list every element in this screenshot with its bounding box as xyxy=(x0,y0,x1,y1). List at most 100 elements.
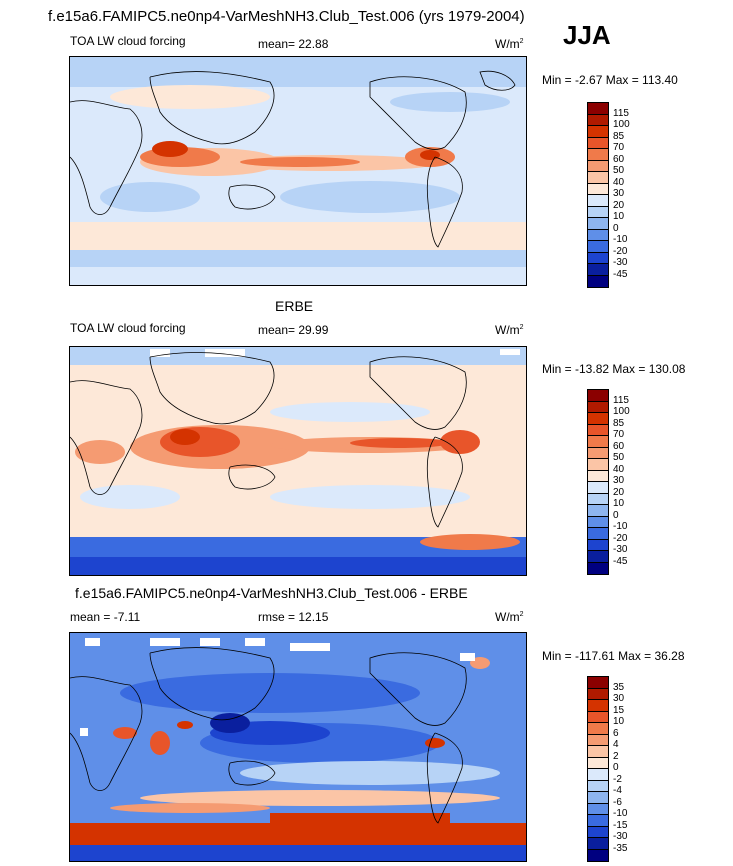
colorbar-box xyxy=(588,769,608,781)
panel2-variable: TOA LW cloud forcing xyxy=(70,321,186,335)
panel2-minmax: Min = -13.82 Max = 130.08 xyxy=(542,362,686,376)
colorbar-label: 20 xyxy=(613,486,625,498)
colorbar-box xyxy=(588,539,608,551)
colorbar-box xyxy=(588,436,608,448)
colorbar-box xyxy=(588,447,608,459)
colorbar-box xyxy=(588,711,608,723)
colorbar-box xyxy=(588,838,608,850)
colorbar-box xyxy=(588,780,608,792)
colorbar-box xyxy=(588,172,608,184)
panel3-colorbar xyxy=(587,676,609,862)
colorbar-label: 70 xyxy=(613,142,625,153)
colorbar-box xyxy=(588,241,608,253)
colorbar-label: 10 xyxy=(613,211,625,222)
colorbar-label: -35 xyxy=(613,842,628,854)
colorbar-label: -45 xyxy=(613,268,628,280)
colorbar-label: 60 xyxy=(613,153,625,165)
colorbar-box xyxy=(588,849,608,861)
colorbar-box xyxy=(588,493,608,505)
colorbar-box xyxy=(588,195,608,207)
panel3-title: f.e15a6.FAMIPC5.ne0np4-VarMeshNH3.Club_T… xyxy=(75,585,468,601)
colorbar-label: -6 xyxy=(613,796,622,808)
colorbar-label: 85 xyxy=(613,130,625,142)
panel3-rmse: rmse = 12.15 xyxy=(258,610,329,624)
colorbar-box xyxy=(588,723,608,735)
panel2-colorbar xyxy=(587,389,609,575)
colorbar-label: 20 xyxy=(613,199,625,211)
colorbar-box xyxy=(588,229,608,241)
colorbar-box xyxy=(588,206,608,218)
colorbar-box xyxy=(588,551,608,563)
colorbar-label: 85 xyxy=(613,417,625,429)
colorbar-label: 115 xyxy=(613,394,629,406)
colorbar-box xyxy=(588,562,608,574)
colorbar-box xyxy=(588,252,608,264)
colorbar-label: -10 xyxy=(613,808,628,819)
colorbar-label: 30 xyxy=(613,475,625,486)
panel1-map xyxy=(69,56,527,286)
colorbar-box xyxy=(588,160,608,172)
panel3-minmax: Min = -117.61 Max = 36.28 xyxy=(542,649,685,663)
colorbar-label: -30 xyxy=(613,831,628,842)
panel1-variable: TOA LW cloud forcing xyxy=(70,34,186,48)
colorbar-label: -30 xyxy=(613,544,628,555)
colorbar-label: 6 xyxy=(613,727,619,739)
colorbar-label: -20 xyxy=(613,532,628,544)
colorbar-label: 50 xyxy=(613,452,625,463)
colorbar-label: -20 xyxy=(613,245,628,257)
main-title: f.e15a6.FAMIPC5.ne0np4-VarMeshNH3.Club_T… xyxy=(48,8,525,25)
colorbar-label: 40 xyxy=(613,176,625,188)
colorbar-label: 35 xyxy=(613,681,625,693)
colorbar-box xyxy=(588,826,608,838)
colorbar-label: -2 xyxy=(613,773,622,785)
colorbar-label: -15 xyxy=(613,819,628,831)
colorbar-label: 30 xyxy=(613,693,625,704)
colorbar-label: -4 xyxy=(613,785,622,796)
colorbar-box xyxy=(588,470,608,482)
colorbar-label: -10 xyxy=(613,234,628,245)
colorbar-box xyxy=(588,424,608,436)
colorbar-box xyxy=(588,114,608,126)
panel2-mean: mean= 29.99 xyxy=(258,323,329,337)
colorbar-label: 0 xyxy=(613,762,619,773)
colorbar-box xyxy=(588,218,608,230)
colorbar-box xyxy=(588,815,608,827)
colorbar-label: -10 xyxy=(613,521,628,532)
colorbar-box xyxy=(588,459,608,471)
colorbar-label: 60 xyxy=(613,440,625,452)
colorbar-box xyxy=(588,700,608,712)
colorbar-box xyxy=(588,103,608,115)
panel1-units: W/m2 xyxy=(495,37,524,51)
colorbar-box xyxy=(588,505,608,517)
colorbar-box xyxy=(588,275,608,287)
colorbar-label: 70 xyxy=(613,429,625,440)
colorbar-box xyxy=(588,149,608,161)
colorbar-box xyxy=(588,792,608,804)
colorbar-label: -45 xyxy=(613,555,628,567)
colorbar-box xyxy=(588,413,608,425)
colorbar-box xyxy=(588,688,608,700)
colorbar-label: 40 xyxy=(613,463,625,475)
colorbar-label: 2 xyxy=(613,750,619,762)
colorbar-box xyxy=(588,390,608,402)
colorbar-label: 10 xyxy=(613,498,625,509)
colorbar-label: 10 xyxy=(613,716,625,727)
panel3-units: W/m2 xyxy=(495,610,524,624)
colorbar-box xyxy=(588,183,608,195)
colorbar-label: 0 xyxy=(613,222,619,234)
colorbar-box xyxy=(588,401,608,413)
colorbar-box xyxy=(588,126,608,138)
panel1-colorbar xyxy=(587,102,609,288)
colorbar-label: 4 xyxy=(613,739,619,750)
colorbar-box xyxy=(588,734,608,746)
panel2-map xyxy=(69,346,527,576)
panel3-map xyxy=(69,632,527,862)
panel1-mean: mean= 22.88 xyxy=(258,37,329,51)
colorbar-box xyxy=(588,482,608,494)
colorbar-label: 100 xyxy=(613,119,630,130)
colorbar-label: 0 xyxy=(613,509,619,521)
panel3-mean: mean = -7.11 xyxy=(70,610,141,624)
colorbar-label: 100 xyxy=(613,406,630,417)
colorbar-box xyxy=(588,677,608,689)
colorbar-label: -30 xyxy=(613,257,628,268)
